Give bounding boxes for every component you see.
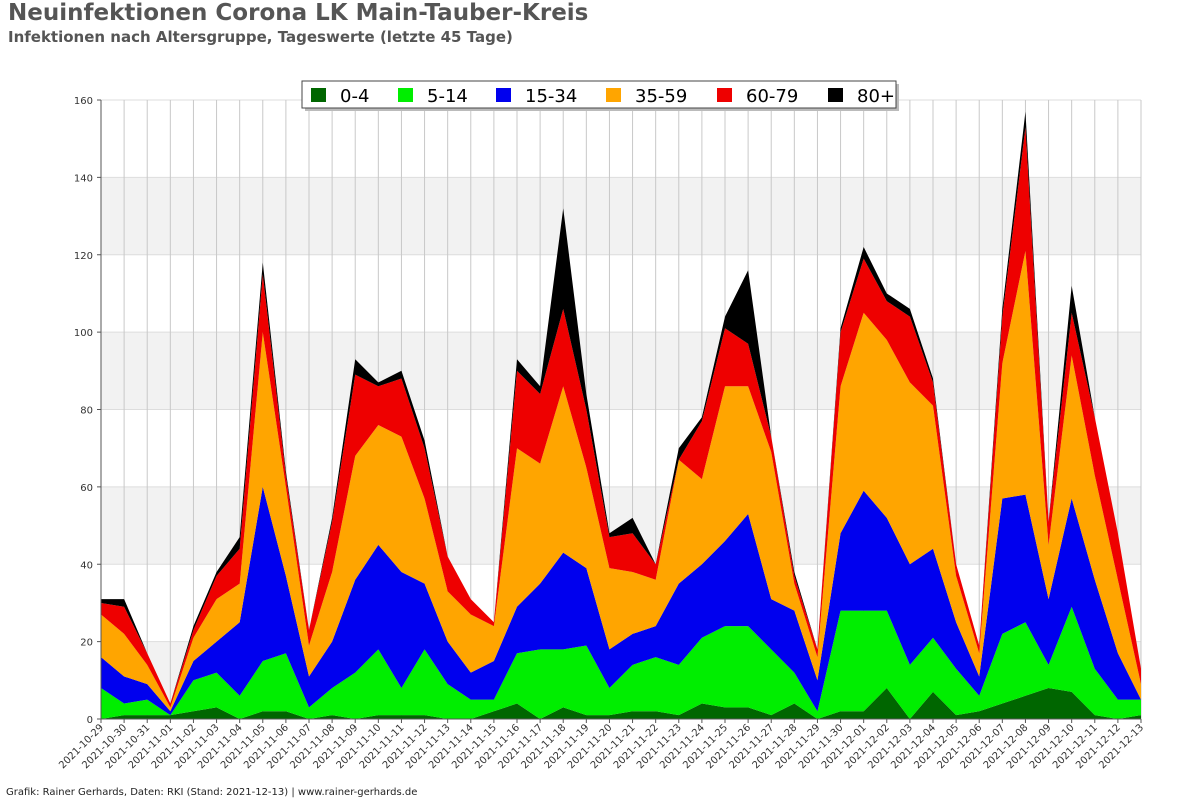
y-tick-label: 0 — [87, 715, 93, 726]
legend-label-35-59: 35-59 — [635, 86, 687, 107]
y-tick-label: 100 — [74, 328, 93, 339]
area-15-34 — [101, 486, 1141, 716]
y-tick-label: 40 — [80, 560, 93, 571]
legend-swatch-35-59 — [606, 88, 621, 102]
area-0-4 — [101, 688, 1141, 719]
legend-box — [301, 80, 897, 109]
legend-swatch-15-34 — [496, 88, 511, 102]
area-35-59 — [101, 250, 1141, 712]
legend-swatch-80+ — [828, 88, 843, 102]
y-tick-label: 80 — [80, 406, 93, 417]
legend-label-5-14: 5-14 — [427, 86, 468, 107]
legend-label-60-79: 60-79 — [746, 86, 798, 107]
y-tick-label: 160 — [74, 96, 93, 107]
background-band — [101, 177, 1141, 255]
y-tick-label: 60 — [80, 483, 93, 494]
series-areas — [101, 111, 1141, 719]
background-band — [101, 254, 1141, 333]
x-axis-ticks: 2021-10-292021-10-302021-10-312021-11-01… — [57, 719, 1146, 771]
y-tick-label: 140 — [74, 173, 93, 184]
legend-swatch-0-4 — [311, 88, 326, 102]
legend: 0-4 5-14 15-34 35-59 60-79 80+ — [301, 80, 899, 111]
area-5-14 — [101, 606, 1141, 719]
legend-label-80+: 80+ — [857, 86, 895, 107]
legend-label-15-34: 15-34 — [525, 86, 577, 107]
y-axis-ticks: 0 20 40 60 80 100 120 140 160 — [74, 96, 101, 726]
y-tick-label: 120 — [74, 251, 93, 262]
background-band — [101, 100, 1141, 178]
legend-swatch-60-79 — [717, 88, 732, 102]
y-tick-label: 20 — [80, 638, 93, 649]
legend-label-0-4: 0-4 — [340, 86, 369, 107]
chart-title: Neuinfektionen Corona LK Main-Tauber-Kre… — [8, 0, 589, 26]
legend-swatch-5-14 — [398, 88, 413, 102]
footer-credit: Grafik: Rainer Gerhards, Daten: RKI (Sta… — [6, 787, 418, 798]
chart-subtitle: Infektionen nach Altersgruppe, Tageswert… — [8, 28, 513, 46]
